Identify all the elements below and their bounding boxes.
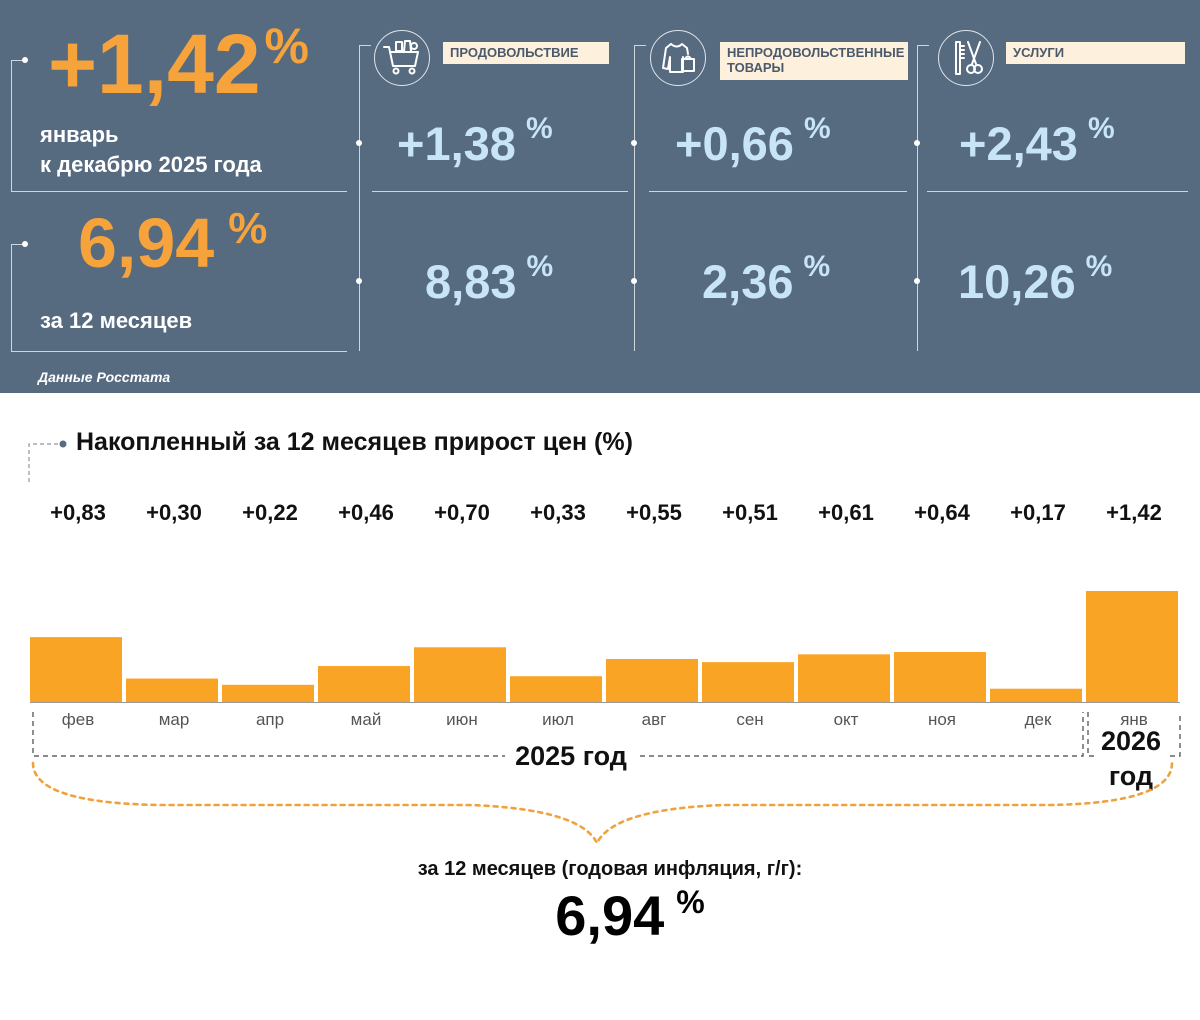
connector-line [11, 244, 12, 351]
month-label-фев: фев [61, 710, 95, 729]
chart-title: Накопленный за 12 месяцев прирост цен (%… [76, 428, 633, 456]
column-divider [359, 45, 360, 351]
bullet-dot [22, 57, 28, 63]
value-label-июл: +0,33 [530, 500, 586, 525]
month-label-дек: дек [1024, 710, 1052, 729]
connector-line [11, 244, 25, 245]
food-monthly-value: +1,38% [397, 112, 553, 170]
value-label-авг: +0,55 [626, 500, 682, 525]
bullet-dot [631, 278, 637, 284]
bar-июл [510, 676, 602, 702]
month-label-июн: июн [446, 710, 478, 729]
category-label-food: ПРОДОВОЛЬСТВИЕ [443, 42, 609, 64]
bar-июн [414, 647, 506, 702]
divider-line [649, 191, 907, 192]
divider-line [927, 191, 1188, 192]
value-label-ноя: +0,64 [914, 500, 970, 525]
category-label-services: УСЛУГИ [1006, 42, 1185, 64]
nonfood-monthly-value: +0,66% [675, 112, 831, 170]
value-label-дек: +0,17 [1010, 500, 1066, 525]
shopping-cart-icon [374, 30, 430, 86]
bullet-dot [914, 140, 920, 146]
monthly-caption: январь к декабрю 2025 года [40, 122, 262, 177]
services-monthly-value: +2,43% [959, 112, 1115, 170]
bar-ноя [894, 651, 986, 702]
monthly-inflation-value: +1,42% [48, 17, 310, 111]
month-label-янв: янв [1120, 710, 1148, 729]
bar-янв [1086, 591, 1178, 702]
divider-line [372, 191, 628, 192]
connector-line [917, 45, 929, 46]
connector-line [11, 60, 12, 192]
nonfood-annual-value: 2,36% [702, 250, 831, 308]
category-label-nonfood: НЕПРОДОВОЛЬСТВЕННЫЕ ТОВАРЫ [720, 42, 908, 80]
services-annual-value: 10,26% [958, 250, 1113, 308]
value-label-апр: +0,22 [242, 500, 298, 525]
data-source: Данные Росстата [38, 369, 171, 385]
month-label-апр: апр [255, 710, 285, 729]
food-annual-value: 8,83% [425, 250, 554, 308]
month-label-ноя: ноя [927, 710, 957, 729]
column-divider [634, 45, 635, 351]
divider-line [11, 191, 347, 192]
value-label-янв: +1,42 [1106, 500, 1162, 525]
month-label-мар: мар [158, 710, 190, 729]
bullet-dot [631, 140, 637, 146]
month-label-окт: окт [833, 710, 859, 729]
connector-line [359, 45, 371, 46]
value-label-май: +0,46 [338, 500, 394, 525]
bar-дек [990, 688, 1082, 702]
bar-авг [606, 659, 698, 702]
footer-caption: за 12 месяцев (годовая инфляция, г/г): [417, 858, 803, 880]
connector-line [11, 60, 25, 61]
group-label-2025: 2025 год [515, 741, 627, 771]
connector-line [634, 45, 646, 46]
bullet-dot [356, 140, 362, 146]
value-label-окт: +0,61 [818, 500, 874, 525]
bar-апр [222, 684, 314, 702]
title-connector [28, 440, 67, 482]
curly-brace [31, 761, 1174, 846]
bar-мар [126, 678, 218, 702]
bar-фев [30, 637, 122, 702]
annual-inflation-value: 6,94% [78, 204, 268, 282]
bullet-dot [356, 278, 362, 284]
bar-chart [30, 591, 1178, 702]
footer-annual-value: 6,94% [555, 884, 705, 947]
month-label-авг: авг [641, 710, 667, 729]
bar-май [318, 666, 410, 702]
value-label-фев: +0,83 [50, 500, 106, 525]
bullet-dot [914, 278, 920, 284]
month-label-сен: сен [736, 710, 764, 729]
annual-caption: за 12 месяцев [40, 308, 193, 333]
clothing-icon [650, 30, 706, 86]
comb-scissors-icon [938, 30, 994, 86]
column-divider [917, 45, 918, 351]
month-label-май: май [350, 710, 382, 729]
group-label-2026: 2026 год [1100, 726, 1162, 791]
summary-panel: +1,42% январь к декабрю 2025 года 6,94% … [0, 0, 1200, 393]
value-label-мар: +0,30 [146, 500, 202, 525]
month-label-июл: июл [542, 710, 574, 729]
value-label-июн: +0,70 [434, 500, 490, 525]
bar-сен [702, 662, 794, 702]
bar-окт [798, 654, 890, 702]
value-label-сен: +0,51 [722, 500, 778, 525]
divider-line [11, 351, 347, 352]
year-brackets [32, 712, 1181, 757]
bullet-dot [22, 241, 28, 247]
chart-baseline [30, 702, 1180, 703]
